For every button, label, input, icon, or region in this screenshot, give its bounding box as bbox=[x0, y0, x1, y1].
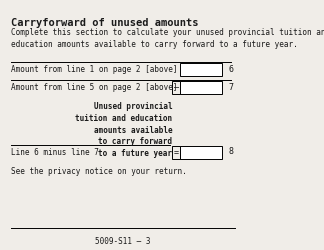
Text: 6: 6 bbox=[228, 64, 234, 74]
Text: =: = bbox=[174, 148, 179, 157]
Bar bbox=[180, 146, 222, 159]
Text: Amount from line 5 on page 2 [above]: Amount from line 5 on page 2 [above] bbox=[11, 83, 177, 92]
Text: Carryforward of unused amounts: Carryforward of unused amounts bbox=[11, 18, 198, 28]
Bar bbox=[172, 81, 180, 94]
Text: Amount from line 1 on page 2 [above]: Amount from line 1 on page 2 [above] bbox=[11, 65, 177, 74]
Text: Unused provincial
tuition and education
amounts available
to carry forward
to a : Unused provincial tuition and education … bbox=[75, 102, 172, 158]
Bar bbox=[172, 146, 180, 159]
Text: –: – bbox=[174, 83, 179, 92]
Text: See the privacy notice on your return.: See the privacy notice on your return. bbox=[11, 167, 186, 176]
Text: 7: 7 bbox=[228, 82, 234, 92]
Bar bbox=[180, 81, 222, 94]
Text: Line 6 minus line 7: Line 6 minus line 7 bbox=[11, 148, 98, 157]
Text: 8: 8 bbox=[228, 148, 234, 156]
Text: Complete this section to calculate your unused provincial tuition and
education : Complete this section to calculate your … bbox=[11, 28, 324, 49]
Text: 5009-S11 – 3: 5009-S11 – 3 bbox=[95, 237, 150, 246]
Bar bbox=[180, 63, 222, 76]
